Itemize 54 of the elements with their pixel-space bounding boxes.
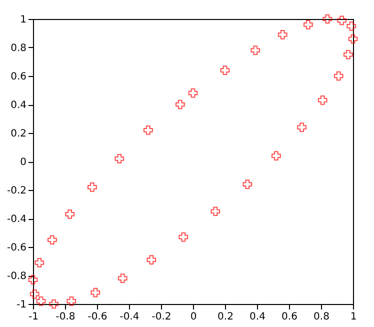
point [34,258,44,268]
x-tick-label: -0.2 [152,312,172,322]
point [178,232,188,242]
x-tick-label: 1 [350,312,357,322]
x-tick-label: 0.8 [314,312,330,322]
point [36,296,46,306]
x-tick-label: -0.4 [120,312,140,322]
y-tick-label: 1 [20,14,26,26]
y-tick-label: -0.2 [6,186,26,196]
point [346,21,356,31]
point [49,299,58,309]
y-tick-label: -0.6 [6,242,26,254]
point [114,154,124,164]
point [65,210,74,219]
x-tick-label: -1 [28,312,38,322]
x-tick-label: 0 [190,312,197,322]
point [344,50,353,60]
point [250,46,260,56]
point [90,288,100,298]
y-tick-label: 0.6 [10,72,26,82]
point [297,122,306,132]
point [220,66,230,75]
point [66,296,76,306]
point [318,96,328,105]
y-tick-label: 0.8 [10,43,26,54]
point [272,151,281,160]
point [144,125,153,135]
x-tick-label: 0.4 [250,312,266,322]
x-tick-label: 0.6 [282,312,298,322]
point [304,20,313,30]
point [278,30,288,40]
point [334,71,344,81]
point [28,275,38,284]
x-tick-label: -0.8 [56,312,76,322]
y-tick-label: 0.2 [10,128,26,140]
point [348,34,358,44]
point [188,88,198,98]
y-tick-label: -1 [16,300,26,310]
point [146,255,156,265]
point [176,100,185,110]
point [322,14,332,24]
point [118,274,128,284]
y-tick-label: 0.4 [10,100,26,111]
point [48,235,57,245]
point [242,180,252,189]
point [88,182,97,192]
point [337,16,346,26]
y-tick-label: -0.4 [6,214,26,225]
point [210,206,220,216]
x-tick-label: 0.2 [218,312,234,322]
x-tick-label: -0.6 [88,312,108,322]
y-tick-label: 0 [20,157,26,168]
y-tick-label: -0.8 [6,271,26,282]
point [30,289,40,299]
